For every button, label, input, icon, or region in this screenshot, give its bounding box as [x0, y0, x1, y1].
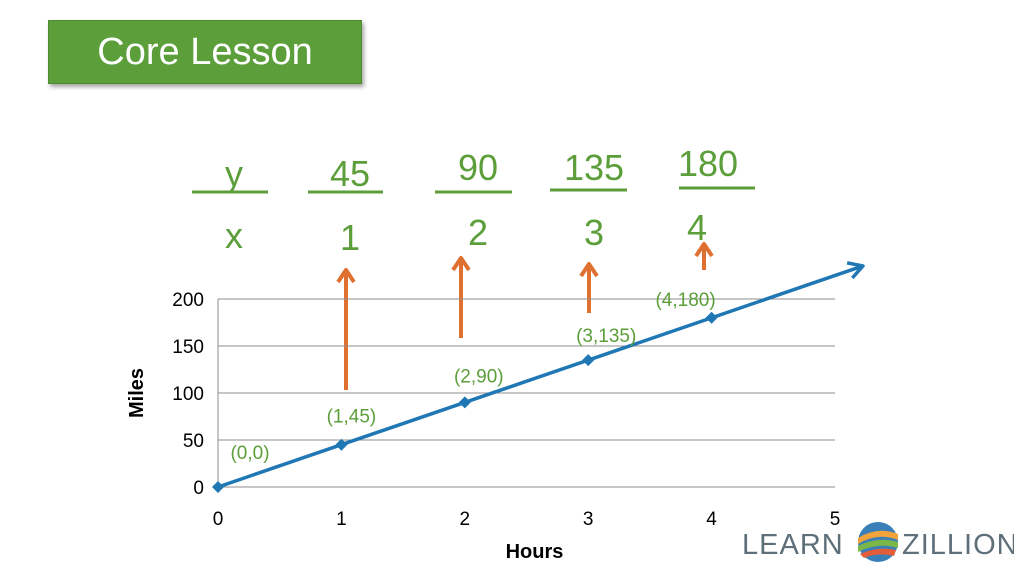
table-y-value: 180 [678, 143, 738, 184]
table-x-header: x [225, 215, 243, 256]
logo-text-left: LEARN [742, 529, 844, 561]
y-tick-label: 150 [172, 337, 204, 358]
point-label: (3,135) [576, 326, 636, 347]
y-tick-label: 100 [172, 384, 204, 405]
data-point [705, 311, 718, 324]
table-y-value: 90 [458, 147, 498, 188]
data-point [335, 438, 348, 451]
data-point [582, 354, 595, 367]
point-label: (4,180) [655, 290, 715, 311]
table-y-header: y [225, 153, 243, 194]
up-arrow-icon [451, 256, 471, 338]
x-axis-title: Hours [506, 541, 564, 563]
learnzillion-logo: LEARN ZILLION [742, 522, 1014, 562]
y-axis-title: Miles [126, 368, 148, 418]
table-y-value: 45 [330, 153, 370, 194]
y-tick-label: 200 [172, 290, 204, 311]
point-label: (1,45) [327, 407, 377, 428]
learnzillion-swirl-icon [858, 522, 898, 562]
series-line [217, 264, 864, 489]
table-x-value: 1 [340, 217, 360, 258]
arrows [336, 242, 714, 390]
table-x-value: 3 [584, 212, 604, 253]
value-table: yx 45 1 90 2 135 3 180 4 [192, 143, 755, 258]
up-arrow-icon [336, 268, 356, 390]
table-y-value: 135 [564, 147, 624, 188]
point-label: (2,90) [454, 366, 504, 387]
point-label: (0,0) [230, 443, 269, 464]
x-tick-label: 0 [213, 509, 224, 530]
line-chart: 0 50 100 150 200 0 1 2 3 4 5 Miles Hours (0,0) (1,… [126, 261, 865, 563]
table-x-value: 2 [468, 212, 488, 253]
logo-text-right: ZILLION [902, 529, 1014, 561]
x-tick-label: 4 [706, 509, 717, 530]
x-tick-label: 5 [830, 509, 841, 530]
up-arrow-icon [579, 262, 599, 313]
line-arrowhead-icon [846, 261, 865, 280]
x-tick-label: 1 [336, 509, 347, 530]
data-point [458, 396, 471, 409]
y-tick-label: 0 [193, 478, 204, 499]
table-x-value: 4 [687, 207, 707, 248]
page-title: Core Lesson [48, 20, 362, 84]
x-tick-label: 2 [460, 509, 471, 530]
y-tick-label: 50 [183, 431, 204, 452]
x-tick-label: 3 [583, 509, 594, 530]
data-point [212, 481, 224, 493]
up-arrow-icon [694, 242, 714, 270]
